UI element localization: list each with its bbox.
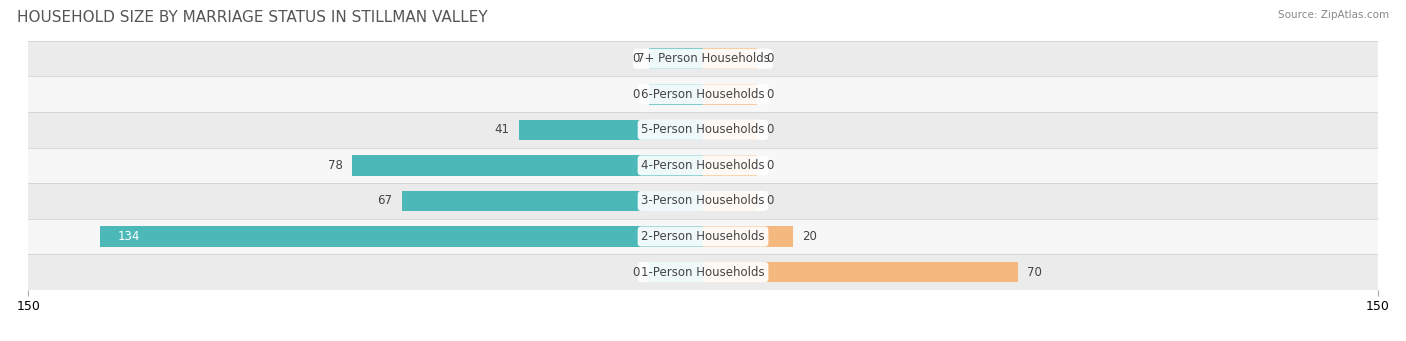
- Text: 7+ Person Households: 7+ Person Households: [637, 52, 769, 65]
- Text: 6-Person Households: 6-Person Households: [641, 88, 765, 101]
- Text: 20: 20: [801, 230, 817, 243]
- Bar: [519, 119, 703, 140]
- Text: HOUSEHOLD SIZE BY MARRIAGE STATUS IN STILLMAN VALLEY: HOUSEHOLD SIZE BY MARRIAGE STATUS IN STI…: [17, 10, 488, 25]
- Text: 0: 0: [766, 123, 773, 136]
- Text: 3-Person Households: 3-Person Households: [641, 194, 765, 207]
- Text: 70: 70: [1026, 266, 1042, 279]
- Text: 2-Person Households: 2-Person Households: [641, 230, 765, 243]
- Text: 0: 0: [633, 266, 640, 279]
- Text: Source: ZipAtlas.com: Source: ZipAtlas.com: [1278, 10, 1389, 20]
- Text: 0: 0: [766, 88, 773, 101]
- Bar: [100, 226, 703, 247]
- Bar: [28, 254, 1378, 290]
- Bar: [650, 48, 703, 69]
- Text: 78: 78: [328, 159, 343, 172]
- Text: 67: 67: [378, 194, 392, 207]
- Bar: [703, 155, 756, 176]
- Text: 4-Person Households: 4-Person Households: [641, 159, 765, 172]
- Text: 0: 0: [766, 194, 773, 207]
- Text: 5-Person Households: 5-Person Households: [641, 123, 765, 136]
- Text: 0: 0: [766, 159, 773, 172]
- Text: 0: 0: [633, 52, 640, 65]
- Text: 134: 134: [118, 230, 141, 243]
- Bar: [703, 48, 756, 69]
- Text: 1-Person Households: 1-Person Households: [641, 266, 765, 279]
- Bar: [352, 155, 703, 176]
- Text: 0: 0: [766, 52, 773, 65]
- Bar: [28, 148, 1378, 183]
- Bar: [650, 84, 703, 105]
- Bar: [703, 262, 1018, 282]
- Bar: [28, 76, 1378, 112]
- Bar: [28, 112, 1378, 148]
- Bar: [28, 41, 1378, 76]
- Text: 41: 41: [495, 123, 509, 136]
- Bar: [703, 226, 793, 247]
- Bar: [402, 191, 703, 211]
- Bar: [703, 191, 756, 211]
- Text: 0: 0: [633, 88, 640, 101]
- Bar: [650, 262, 703, 282]
- Bar: [703, 84, 756, 105]
- Bar: [28, 183, 1378, 219]
- Bar: [28, 219, 1378, 254]
- Bar: [703, 119, 756, 140]
